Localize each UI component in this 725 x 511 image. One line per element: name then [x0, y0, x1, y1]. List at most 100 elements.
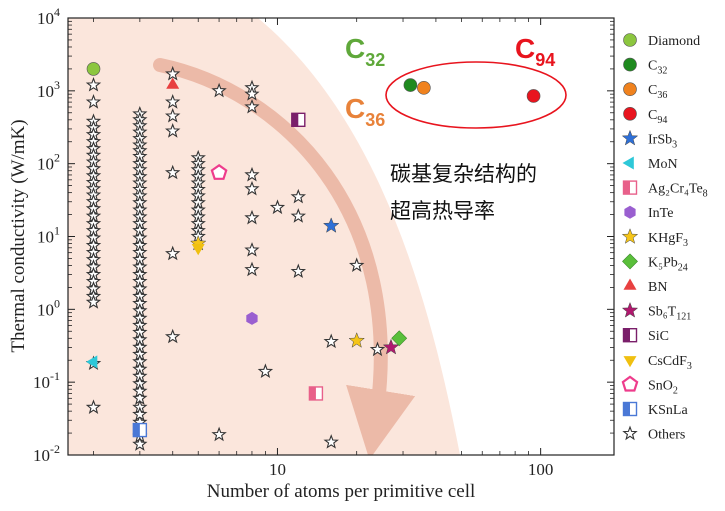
legend-marker-sb-t121 [621, 301, 639, 318]
point-cscdf3 [191, 244, 205, 256]
point-c32 [403, 78, 418, 92]
legend-marker-ag-cr-te8 [622, 180, 638, 195]
point-others [85, 94, 102, 109]
point-others [369, 341, 386, 357]
legend-marker-c32 [623, 57, 637, 72]
point-others [323, 333, 339, 349]
point-others [269, 199, 286, 215]
point-others [290, 263, 307, 279]
point-inte [246, 311, 258, 325]
point-others [244, 98, 260, 114]
legend-item-sno2: SnO2 [621, 375, 678, 396]
point-others [85, 399, 102, 414]
point-mon [86, 355, 98, 369]
y-tick-label: 102 [37, 151, 60, 174]
point-others [244, 261, 260, 277]
legend-marker-mon [622, 156, 634, 170]
point-others [165, 94, 181, 109]
legend-marker-sno2 [621, 375, 639, 392]
legend-label-sb-t121: Sb₆T121 [648, 305, 691, 323]
point-ag2cr4te8 [308, 386, 324, 401]
legend-marker-khgf3 [621, 228, 639, 244]
point-c94 [526, 89, 541, 103]
point-khgf3 [348, 332, 365, 348]
point-others [164, 108, 181, 123]
x-axis-label: Number of atoms per primitive cell [207, 481, 476, 502]
label-c94: C94 [515, 33, 555, 70]
point-others-dense-column-x-2 [85, 294, 102, 309]
trend-arrow [153, 58, 416, 455]
legend-marker-others [622, 425, 638, 441]
point-others [244, 166, 260, 182]
legend-label-others: Others [648, 428, 685, 443]
legend-label-diamond: Diamond [648, 34, 700, 49]
legend-marker-c94 [623, 107, 637, 121]
legend-item-mon: MoN [622, 156, 678, 172]
point-c36 [417, 81, 431, 95]
y-tick-label: 10-2 [33, 442, 60, 465]
legend-item-c94: C94 [623, 107, 667, 126]
point-k5pb24 [391, 330, 408, 347]
legend-item-cscdf3: CsCdF3 [623, 354, 692, 372]
legend-item-c36: C36 [623, 82, 667, 101]
legend-marker-irsb3 [621, 129, 639, 146]
point-bn [166, 77, 180, 89]
legend-item-c32: C32 [623, 57, 667, 77]
legend-item-sb-t121: Sb₆T121 [621, 301, 691, 323]
background-shaded-region [68, 18, 460, 455]
point-sno2 [210, 163, 228, 180]
legend-label-c36: C36 [648, 83, 667, 101]
legend-label-ag-cr-te8: Ag₂Cr₄Te8 [648, 182, 708, 200]
point-others [165, 245, 181, 261]
point-ksnla [132, 422, 148, 438]
y-tick-label: 104 [37, 5, 60, 28]
legend-label-khgf3: KHgF3 [648, 231, 688, 249]
legend-label-inte: InTe [648, 206, 673, 221]
note-line-1: 碳基复杂结构的 [390, 162, 537, 186]
legend-item-irsb3: IrSb3 [621, 129, 677, 150]
legend-label-c94: C94 [648, 108, 667, 126]
legend-item-others: Others [622, 425, 685, 443]
legend-label-ksnla: KSnLa [648, 403, 688, 418]
label-c36: C36 [345, 93, 385, 130]
point-others-dense-column-x-3 [132, 383, 148, 398]
legend-label-k-pb24: K₅Pb24 [648, 255, 688, 273]
legend-label-sno2: SnO2 [648, 378, 678, 396]
legend-marker-cscdf3 [623, 356, 637, 368]
y-tick-label: 100 [37, 296, 60, 319]
point-others [244, 180, 260, 196]
point-irsb3 [322, 217, 340, 233]
note-line-2: 超高热导率 [390, 199, 495, 223]
point-others [164, 164, 181, 180]
legend-item-ag-cr-te8: Ag₂Cr₄Te8 [622, 180, 708, 200]
point-others [244, 86, 260, 101]
legend-marker-bn [623, 278, 637, 290]
legend-item-khgf3: KHgF3 [621, 228, 688, 249]
point-diamond [86, 62, 101, 76]
legend-label-sic: SiC [648, 329, 669, 344]
point-others [290, 208, 307, 223]
y-tick-label: 103 [37, 78, 60, 101]
label-c32: C32 [345, 33, 385, 70]
legend: Diamond C32 C36 C94 IrSb3 MoN Ag₂Cr₄Te8 InTe KHg… [621, 33, 708, 443]
point-others [257, 363, 274, 379]
legend-marker-k-pb24 [622, 253, 638, 270]
legend-label-c32: C32 [648, 59, 667, 77]
legend-item-diamond: Diamond [623, 33, 700, 49]
point-others [211, 82, 227, 98]
point-others [290, 188, 307, 204]
legend-item-ksnla: KSnLa [622, 401, 688, 418]
legend-item-k-pb24: K₅Pb24 [622, 253, 688, 273]
highlight-ellipse [385, 61, 567, 129]
legend-label-bn: BN [648, 280, 667, 295]
point-others [244, 242, 260, 257]
legend-marker-sic [622, 328, 638, 343]
legend-item-sic: SiC [622, 328, 669, 344]
point-others [211, 426, 227, 442]
y-axis-label: Thermal conductivity (W/mK) [8, 119, 29, 352]
legend-marker-inte [624, 205, 636, 219]
point-sic [291, 112, 306, 128]
point-others [85, 77, 102, 92]
point-others-dense-column-x-3 [132, 436, 148, 451]
